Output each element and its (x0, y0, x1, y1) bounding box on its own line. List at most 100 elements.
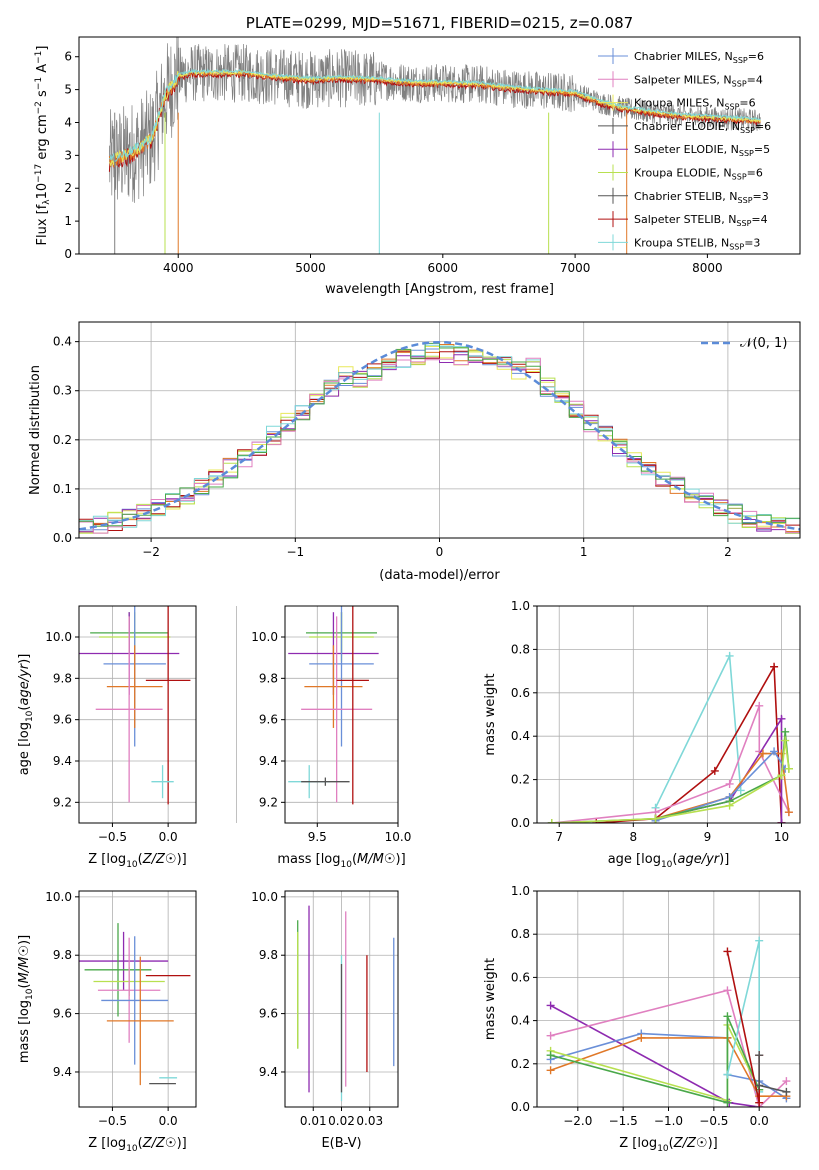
weight-marker (755, 1081, 764, 1090)
label-part: =3 (753, 190, 769, 203)
label-part: SSP (732, 79, 747, 88)
weight-marker (723, 1070, 732, 1079)
legend-label: Salpeter ELODIE, NSSP=5 (634, 143, 770, 158)
y-tick-label: 10.0 (45, 630, 72, 644)
weight-series-line (655, 750, 786, 822)
x-tick-label: −2 (142, 545, 160, 559)
legend-label: Kroupa MILES, NSSP=6 (634, 97, 756, 112)
spectrum-title: PLATE=0299, MJD=51671, FIBERID=0215, z=0… (246, 14, 633, 32)
x-tick-label: −0.5 (699, 1114, 728, 1128)
z_weight-x-label: Z [log10(Z/Z☉)] (619, 1136, 717, 1154)
errorbar-point (84, 923, 152, 1017)
z_age-x-label: Z [log10(Z/Z☉)] (88, 852, 186, 870)
mass-age-panel: 9.5 10.0 9.2 9.4 9.6 9.8 10.0 mass [log10(M/M☉)… (236, 605, 411, 870)
label-part: −1 (34, 77, 44, 90)
weight-marker (725, 801, 734, 810)
label-part: ] (35, 46, 50, 51)
metallicity-massweight-panel: −2.0 −1.5 −1.0 −0.5 0.0 0.0 0.2 0.4 0.6 0.8 1.0 Z [… (483, 884, 801, 1154)
label-part: 10 (661, 860, 673, 870)
weight-marker (770, 747, 779, 756)
residual-histogram-step (79, 354, 800, 534)
legend-label: Salpeter MILES, NSSP=4 (634, 73, 763, 88)
label-part: 10 (657, 1144, 669, 1154)
weight-series-line (550, 989, 787, 1107)
z_age-y-label: age [log10(age/yr)] (17, 654, 35, 776)
y-tick-label: 0.6 (511, 686, 530, 700)
y-tick-label: 9.8 (259, 948, 278, 962)
y-tick-label: 0.4 (53, 335, 72, 349)
weight-marker (637, 1033, 646, 1042)
y-tick-label: 0.0 (511, 1100, 530, 1114)
label-part: )] (17, 935, 32, 945)
y-tick-label: 9.4 (259, 754, 278, 768)
label-part: −17 (34, 164, 44, 183)
label-part: )] (17, 654, 32, 664)
age_weight-y-label: mass weight (483, 673, 498, 755)
label-part: ( (672, 852, 677, 867)
label-part: SSP (724, 103, 739, 112)
weight-marker (781, 736, 790, 745)
x-tick-label: 0.02 (328, 1114, 355, 1128)
label-part: =6 (747, 167, 763, 180)
errorbar-point (309, 606, 374, 747)
x-tick-label: 9.5 (308, 830, 327, 844)
label-part: =6 (755, 120, 771, 133)
label-part: ( (17, 983, 32, 988)
y-tick-label: 9.6 (259, 713, 278, 727)
label-part: age/yr (677, 852, 720, 867)
label-part: Salpeter ELODIE, N (634, 143, 739, 156)
weight-series (546, 1012, 764, 1107)
weight-series-line (758, 1055, 787, 1093)
x-tick-label: 0.03 (356, 1114, 383, 1128)
weight-marker (547, 819, 556, 823)
residual-histogram-step (79, 342, 800, 527)
errorbar-point (304, 645, 363, 728)
x-tick-label: −1 (286, 545, 304, 559)
y-tick-label: 6 (64, 50, 72, 64)
weight-marker (592, 819, 601, 823)
y-tick-label: 2 (64, 181, 72, 195)
label-part: )] (177, 1136, 187, 1151)
residual-y-label: Normed distribution (28, 365, 43, 495)
axes-frame (78, 321, 801, 539)
y-tick-label: 9.8 (53, 948, 72, 962)
z_mass-x-label: Z [log10(Z/Z☉)] (88, 1136, 186, 1154)
y-tick-label: 5 (64, 83, 72, 97)
axes-frame (284, 890, 399, 1108)
mass_age-x-label: mass [log10(M/M☉)] (277, 852, 405, 870)
weight-marker (781, 727, 790, 736)
plot-area (546, 936, 791, 1107)
legend-label: Kroupa STELIB, NSSP=3 (634, 236, 760, 251)
label-part: SSP (740, 126, 755, 135)
y-tick-label: 9.2 (53, 795, 72, 809)
weight-marker (725, 651, 734, 660)
label-part: )] (396, 852, 406, 867)
gaussian-reference-curve (79, 340, 800, 531)
y-tick-label: 0.8 (511, 927, 530, 941)
y-tick-label: 0.0 (511, 816, 530, 830)
label-part: M/M☉ (357, 852, 395, 867)
weight-series (546, 1001, 764, 1107)
weight-series (547, 701, 793, 823)
weight-series (651, 651, 745, 812)
legend-label: Chabrier ELODIE, NSSP=6 (634, 120, 771, 135)
y-tick-label: 0.4 (511, 1014, 530, 1028)
x-tick-label: −2.0 (563, 1114, 592, 1128)
y-tick-label: 1.0 (511, 599, 530, 613)
y-tick-label: 0.8 (511, 642, 530, 656)
weight-series (592, 662, 786, 823)
label-part: )] (719, 852, 729, 867)
y-tick-label: 10.0 (45, 890, 72, 904)
weight-marker (777, 819, 786, 823)
age_weight-x-label: age [log10(age/yr)] (608, 852, 730, 870)
label-part: Chabrier STELIB, N (634, 190, 738, 203)
label-part: ( (352, 852, 357, 867)
weight-series (723, 947, 764, 1107)
residual-histogram-step (79, 350, 800, 531)
y-tick-label: 0.1 (53, 482, 72, 496)
label-part: Z/Z☉ (142, 852, 177, 867)
plot-area (547, 651, 793, 823)
weight-marker (723, 1098, 732, 1107)
y-tick-label: 9.6 (53, 1007, 72, 1021)
y-tick-label: 1 (64, 214, 72, 228)
